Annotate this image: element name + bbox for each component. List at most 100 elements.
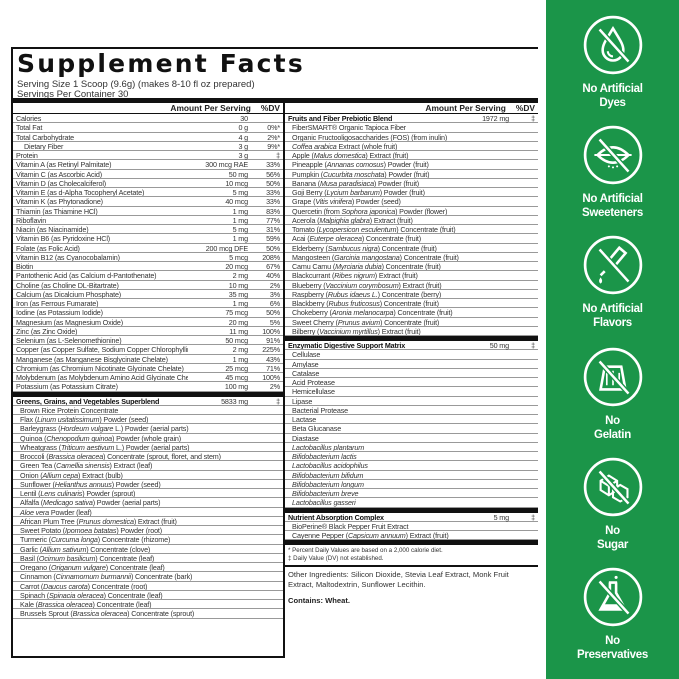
ingredient-row: Lactobacillus plantarum [285,443,538,452]
ingredient-row: Brown Rice Protein Concentrate [13,406,283,415]
ingredient-name: Pumpkin (Cucurbita moschata) Powder (fru… [288,170,535,178]
thick-rule [285,336,538,341]
ingredient-text: Amylase [292,359,319,368]
amount: 1 mg [232,215,249,225]
ingredient-text: ) Concentrate (fruit) [381,262,441,271]
nutrient-row: Niacin (as Niacinamide) 5 mg 31% [13,225,283,235]
ingredient-text: Blackberry ( [292,299,329,308]
ingredient-name: Acid Protease [288,378,535,386]
nutrient-row: Choline (as Choline DL-Bitartrate) 10 mg 2… [13,281,283,290]
nutrient-name: Copper (as Copper Sulfate, Sodium Copper… [16,345,188,354]
ingredient-text: L.) Powder (aerial parts) [113,424,189,433]
nutrient-name: Total Carbohydrate [16,132,75,141]
amount: 5833 mg [221,396,248,406]
ingredient-text: Bilberry ( [292,326,320,335]
nutrient-row: Manganese (as Manganese Bisglycinate Che… [13,355,283,364]
nutrient-row: Chromium (as Chromium Nicotinate Glycina… [13,364,283,373]
daily-value: 33% [266,188,280,197]
nutrient-name: Manganese (as Manganese Bisglycinate Che… [16,354,168,363]
ingredient-latin-name: Capsicum annuum [347,531,406,540]
ingredient-text: Quinoa ( [20,433,47,442]
nutrient-name: Greens, Grains, and Vegetables Superblen… [16,396,160,405]
ingredient-row: Lactobacillus gasseri [285,498,538,508]
daily-value: ‡ [531,512,535,522]
nutrient-name: Chromium (as Chromium Nicotinate Glycina… [16,363,184,372]
nutrient-row: Iron (as Ferrous Fumarate) 1 mg 6% [13,299,283,309]
ingredient-row: Basil (Ocimum basilicum) Concentrate (le… [13,554,283,563]
amount: 25 mcg [225,363,248,373]
daily-value: 50% [266,243,280,253]
ingredient-text: Wheatgrass ( [20,442,61,451]
daily-value: 56% [266,169,280,179]
ingredient-name: Grape (Vitis vinifera) Powder (seed) [288,197,535,205]
ingredient-text: ) Concentrate (leaf) [92,600,152,609]
ingredient-row: Brussels Sprout (Brassica oleracea) Conc… [13,609,283,619]
daily-value: 91% [266,336,280,345]
ingredient-row: Pumpkin (Cucurbita moschata) Powder (fru… [285,170,538,179]
badge-label: No Artificial Dyes [546,82,679,110]
ingredient-text: Basil ( [20,553,39,562]
ingredient-text: ) Powder (seed) [111,479,161,488]
ingredient-text: Organic Fructooligosaccharides (FOS) (fr… [292,132,448,141]
daily-value: ‡ [531,114,535,123]
amount: 100 mg [224,382,248,392]
daily-value: 77% [266,215,280,225]
badge-label: No Gelatin [546,414,679,442]
ingredient-text: Lipase [292,396,313,405]
ingredient-name: Amylase [288,360,535,368]
ingredient-latin-name: Lactobacillus plantarum [292,442,365,451]
ingredient-text: Lactase [292,415,317,424]
nutrient-row: Pantothenic Acid (as Calcium d-Pantothen… [13,271,283,281]
daily-value: 6% [269,299,280,308]
ingredient-text: ) Concentrate (fruit) [377,243,437,252]
ingredient-row: Pineapple (Annanas comosus) Powder (frui… [285,160,538,170]
badge-line: Flavors [593,317,632,329]
ingredient-latin-name: Brassica oleracea [72,609,128,618]
ingredient-row: Lactobacillus acidophilus [285,461,538,471]
ingredient-text: Elderberry ( [292,243,328,252]
amount: 5 mg [232,188,249,197]
ingredient-text: ) Concentrate (leaf) [95,553,155,562]
ingredient-text: FiberSMART® Organic Tapioca Fiber [292,123,406,132]
ingredient-latin-name: Lycopersicon esculentum [318,225,397,234]
ingredient-text: Acerola ( [292,215,320,224]
ingredient-name: Cayenne Pepper (Capsicum annuum) Extract… [288,531,535,539]
ingredient-name: Quinoa (Chenopodium quinoa) Powder (whol… [16,434,280,442]
ingredient-text: Sunflower ( [20,479,55,488]
ingredient-name: Wheatgrass (Triticum aestivum L.) Powder… [16,443,280,451]
nutrient-name: Vitamin C (as Ascorbic Acid) [16,169,102,178]
panel-title: Supplement Facts [17,49,305,78]
ingredient-row: Apple (Malus domestica) Extract (fruit) [285,151,538,161]
ingredient-text: ) Powder (seed) [351,197,401,206]
ingredient-latin-name: Euterpe oleracea [309,234,362,243]
ingredient-text: Raspberry ( [292,289,328,298]
daily-value: 100% [262,326,280,336]
ingredient-name: Acai (Euterpe oleracea) Concentrate (fru… [288,234,535,242]
ingredient-latin-name: Coffea arabica [292,141,337,150]
ingredient-row: Turmeric (Curcuma longa) Concentrate (rh… [13,535,283,545]
ingredient-latin-name: Curcuma longa [50,535,98,544]
amount: 45 mcg [225,373,248,382]
feature-badges-sidebar: No Artificial Dyes No Artificial Sweeteners… [546,0,679,679]
ingredient-row: Lentil (Lens culinaris) Powder (sprout) [13,489,283,499]
ingredient-text: ) Extract (fruit) [398,280,442,289]
amount: 75 mcg [225,308,248,318]
amount: 40 mcg [225,197,248,207]
ingredient-row: Beta Glucanase [285,424,538,434]
ingredient-row: Mangosteen (Garcinia mangostana) Concent… [285,253,538,262]
amount: 1 mg [232,354,249,364]
allergen-statement: Contains: Wheat. [288,596,351,605]
ingredient-latin-name: Sambucus nigra [327,243,378,252]
ingredient-name: Goji Berry (Lycium barbarum) Powder (fru… [288,188,535,196]
nutrient-name: Vitamin B6 (as Pyridoxine HCl) [16,234,111,243]
amount: 1 mg [232,299,249,308]
ingredient-text: Pumpkin ( [292,169,324,178]
footnote: * Percent Daily Values are based on a 2,… [288,547,443,555]
nutrient-row: Vitamin A (as Retinyl Palmitate) 300 mcg … [13,160,283,170]
ingredient-text: ) Concentrate (rhizome) [97,535,171,544]
footnotes: * Percent Daily Values are based on a 2,… [285,545,538,565]
ingredient-text: ) Powder (fruit) [383,160,429,169]
amount: 50 mg [489,341,509,350]
nutrient-row: Zinc (as Zinc Oxide) 11 mg 100% [13,327,283,336]
daily-value: 100% [262,373,280,382]
